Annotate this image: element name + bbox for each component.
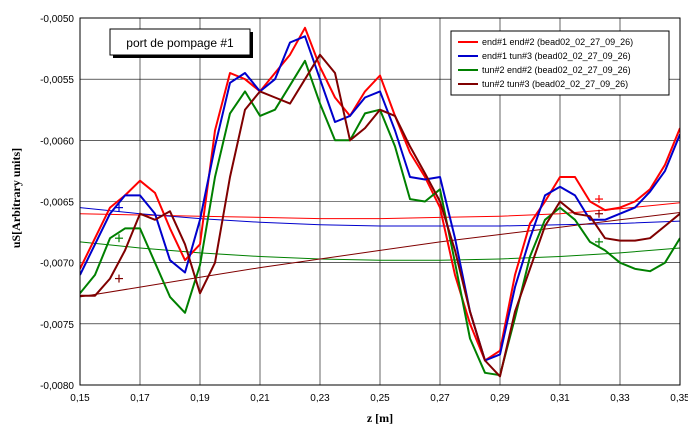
plus-marker [595,209,603,218]
x-axis-label: z [m] [367,411,393,425]
x-tick-label: 0,21 [250,393,270,404]
markers [115,195,603,283]
x-tick-label: 0,19 [190,393,210,404]
x-tick-label: 0,33 [610,393,630,404]
legend-label: tun#2 tun#3 (bead02_02_27_09_26) [482,79,628,89]
x-tick-label: 0,25 [370,393,390,404]
plus-marker [595,195,603,204]
x-axis-ticks: 0,15 0,17 0,19 0,21 0,23 0,25 0,27 0,29 0,31 0,33… [70,393,688,404]
y-tick-label: -0,0075 [40,320,74,331]
plus-marker [115,274,123,283]
x-tick-label: 0,15 [70,393,90,404]
x-tick-label: 0,23 [310,393,330,404]
y-tick-label: -0,0065 [40,198,74,209]
y-tick-label: -0,0055 [40,75,74,86]
x-tick-label: 0,31 [550,393,570,404]
plus-marker [595,237,603,246]
annotation-box: port de pompage #1 [109,28,253,58]
trend-line-1 [80,202,680,220]
y-tick-label: -0,0070 [40,259,74,270]
y-axis-label: uS[Arbitrary units] [9,148,23,248]
y-tick-label: -0,0050 [40,14,74,25]
series-line-1 [80,26,680,362]
legend: end#1 end#2 (bead02_02_27_09_26) end#1 tu… [450,30,670,96]
legend-label: end#1 end#2 (bead02_02_27_09_26) [482,37,633,47]
plot-frame [79,17,681,386]
series-line-4 [80,53,680,378]
series-lines [80,26,680,378]
legend-label: tun#2 end#2 (bead02_02_27_09_26) [482,65,631,75]
x-tick-label: 0,17 [130,393,150,404]
x-tick-label: 0,29 [490,393,510,404]
x-tick-label: 0,35 [670,393,688,404]
y-tick-label: -0,0080 [40,381,74,392]
series-line-2 [80,35,680,362]
legend-items: end#1 end#2 (bead02_02_27_09_26) end#1 tu… [458,37,633,89]
annotation-text: port de pompage #1 [126,36,234,50]
y-tick-label: -0,0060 [40,136,74,147]
legend-label: end#1 tun#3 (bead02_02_27_09_26) [482,51,631,61]
y-axis-ticks: -0,0050 -0,0055 -0,0060 -0,0065 -0,0070 -0,00… [40,14,74,392]
trend-line-4 [80,212,680,298]
plus-marker [115,203,123,212]
plus-marker [115,234,123,243]
x-tick-label: 0,27 [430,393,450,404]
